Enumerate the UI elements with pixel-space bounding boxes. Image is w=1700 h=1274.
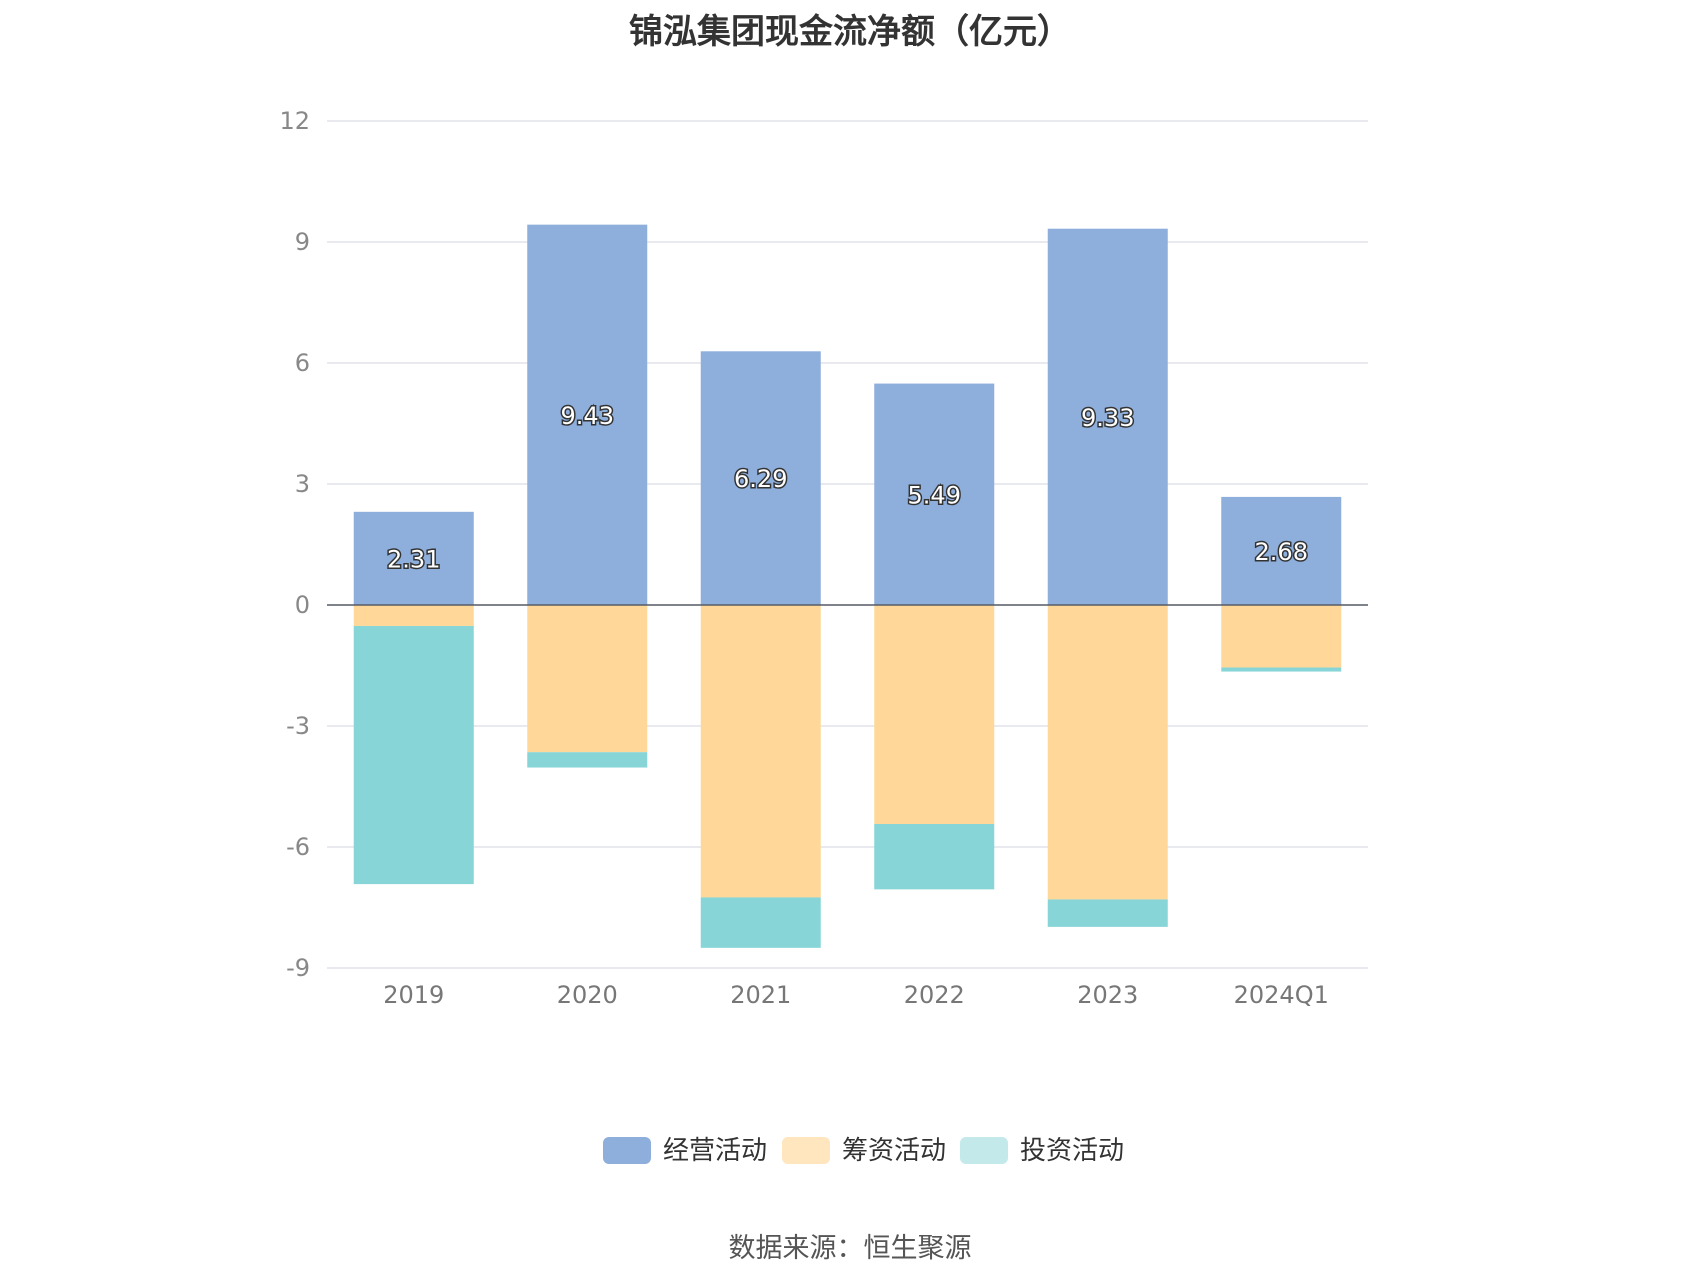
bar-segment	[700, 897, 821, 948]
legend-label[interactable]: 筹资活动	[842, 1136, 946, 1166]
bar-segment	[353, 625, 474, 885]
y-tick-label: 0	[295, 591, 310, 619]
bar-segment	[1047, 605, 1168, 900]
bar-segment	[1221, 496, 1342, 605]
data-label: 2.31	[387, 545, 440, 573]
y-tick-label: -3	[286, 712, 310, 740]
data-label: 9.33	[1081, 404, 1134, 432]
data-label: 6.29	[734, 465, 787, 493]
x-tick-label: 2023	[1077, 981, 1138, 1009]
bar-segment	[874, 605, 995, 825]
y-tick-label: 9	[295, 228, 310, 256]
legend-label[interactable]: 经营活动	[663, 1136, 767, 1166]
y-tick-label: -6	[286, 833, 310, 861]
bar-segment	[700, 351, 821, 605]
y-tick-label: -9	[286, 954, 310, 982]
bar-segment	[874, 824, 995, 890]
data-label: 5.49	[908, 481, 961, 509]
chart-title: 锦泓集团现金流净额（亿元）	[629, 12, 1071, 52]
bar-segment	[527, 224, 648, 605]
data-label: 2.68	[1255, 538, 1308, 566]
label-layer: 2.31 2019 9.43 2020 6.29 2021 5.49 2022 9.33 2023…	[383, 400, 1329, 1009]
bar-segment	[1221, 667, 1342, 672]
y-tick-label: 12	[279, 107, 310, 135]
x-tick-label: 2022	[904, 981, 965, 1009]
legend: 经营活动 筹资活动 投资活动	[603, 1136, 1124, 1166]
x-tick-label: 2024Q1	[1234, 981, 1329, 1009]
bar-segment	[1047, 899, 1168, 927]
x-tick-label: 2020	[557, 981, 618, 1009]
source-note: 数据来源：恒生聚源	[728, 1233, 972, 1264]
legend-swatch[interactable]	[603, 1137, 651, 1164]
bar-segment	[353, 511, 474, 605]
y-tick-label: 3	[295, 470, 310, 498]
bar-segment	[527, 605, 648, 753]
bar-segment	[874, 383, 995, 605]
bar-segment	[527, 752, 648, 768]
bar-segment	[1047, 228, 1168, 605]
bar-segment	[700, 605, 821, 898]
grid-layer: 12 9 6 3 0 -3 -6 -9	[279, 107, 1368, 982]
legend-label[interactable]: 投资活动	[1020, 1136, 1124, 1166]
bar-segment	[353, 605, 474, 626]
y-tick-label: 6	[295, 349, 310, 377]
legend-swatch[interactable]	[960, 1137, 1008, 1164]
x-tick-label: 2019	[383, 981, 444, 1009]
x-tick-label: 2021	[730, 981, 791, 1009]
bar-segment	[1221, 605, 1342, 668]
bar-layer	[353, 224, 1342, 948]
legend-swatch[interactable]	[782, 1137, 830, 1164]
data-label: 9.43	[561, 402, 614, 430]
